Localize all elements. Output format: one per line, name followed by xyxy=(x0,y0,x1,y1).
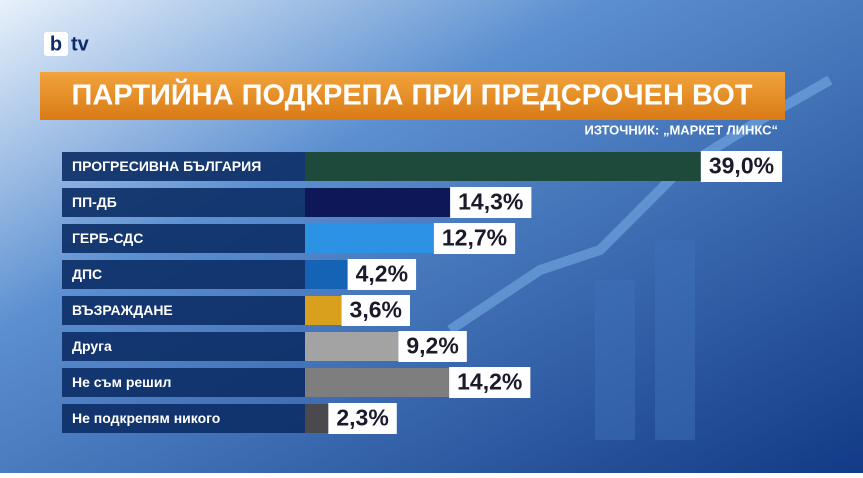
category-label: ГЕРБ-СДС xyxy=(72,230,143,246)
chart-title: ПАРТИЙНА ПОДКРЕПА ПРИ ПРЕДСРОЧЕН ВОТ xyxy=(72,78,753,112)
bar xyxy=(305,404,329,433)
value-label: 14,3% xyxy=(458,189,523,215)
category-box xyxy=(62,188,305,217)
bar xyxy=(305,260,348,289)
category-label: Друга xyxy=(72,338,112,354)
category-label: ВЪЗРАЖДАНЕ xyxy=(72,302,173,318)
value-label-box xyxy=(398,331,467,362)
value-label-box xyxy=(700,151,783,182)
decor-column xyxy=(655,240,695,440)
logo-mark: b xyxy=(50,33,62,55)
category-label: Не съм решил xyxy=(72,374,171,390)
value-label-box xyxy=(450,187,532,218)
value-label: 12,7% xyxy=(442,225,507,251)
value-label: 4,2% xyxy=(356,261,408,287)
decor-column xyxy=(595,280,635,440)
category-box xyxy=(62,296,305,325)
value-label: 14,2% xyxy=(457,369,522,395)
bar xyxy=(305,188,451,217)
bar xyxy=(305,224,434,253)
category-label: ПРОГРЕСИВНА БЪЛГАРИЯ xyxy=(72,158,261,174)
value-label-box xyxy=(328,403,397,434)
bar xyxy=(305,332,399,361)
value-label-box xyxy=(449,367,531,398)
bar xyxy=(305,152,701,181)
title-bar xyxy=(40,72,785,120)
source: ИЗТОЧНИК: „МАРКЕТ ЛИНКС“ xyxy=(584,122,778,137)
category-box xyxy=(62,368,305,397)
category-box xyxy=(62,332,305,361)
category-box xyxy=(62,152,305,181)
bar xyxy=(305,368,450,397)
category-label: ПП-ДБ xyxy=(72,194,117,210)
value-label: 3,6% xyxy=(350,297,402,323)
logo-name: tv xyxy=(71,33,90,55)
value-label: 9,2% xyxy=(406,333,458,359)
value-label-box xyxy=(347,259,417,290)
value-label-box xyxy=(433,223,516,254)
value-label-box xyxy=(341,295,410,326)
value-label: 2,3% xyxy=(336,405,388,431)
category-label: Не подкрепям никого xyxy=(72,410,220,426)
category-box xyxy=(62,260,305,289)
category-box xyxy=(62,404,305,433)
category-label: ДПС xyxy=(72,266,102,282)
category-box xyxy=(62,224,305,253)
value-label: 39,0% xyxy=(709,153,774,179)
logo-box xyxy=(44,32,68,56)
bar xyxy=(305,296,342,325)
